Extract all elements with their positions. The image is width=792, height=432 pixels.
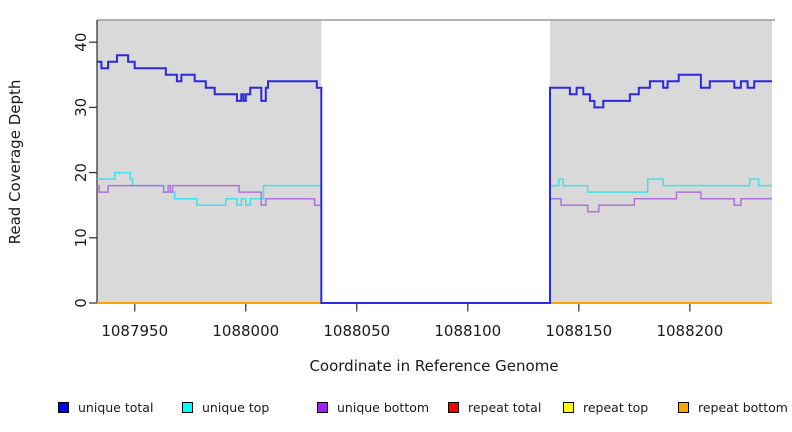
covered-region-right	[549, 20, 772, 303]
x-tick-label: 1088150	[545, 322, 612, 340]
repeat-top-swatch-icon	[563, 401, 574, 413]
y-tick-label: 10	[72, 228, 90, 247]
y-tick-label: 40	[72, 33, 90, 52]
unique-total-swatch-icon	[58, 401, 69, 413]
legend-item-repeat-top: repeat top	[563, 399, 648, 415]
legend-label: repeat top	[583, 399, 649, 415]
x-tick-label: 1087950	[101, 322, 168, 340]
unique-bottom-swatch-icon	[317, 401, 328, 413]
legend-item-unique-total: unique total	[58, 399, 153, 415]
y-tick-label: 30	[72, 98, 90, 117]
chart-legend: unique total unique top unique bottom re…	[0, 399, 792, 419]
coverage-chart: 1087950 1088000 1088050 1088100 1088150 10882…	[6, 19, 775, 375]
series-unique-total	[97, 54, 772, 304]
legend-item-repeat-bottom: repeat bottom	[678, 399, 788, 415]
legend-label: repeat bottom	[698, 399, 788, 415]
y-tick-label: 20	[72, 163, 90, 182]
covered-region-left	[97, 20, 322, 303]
x-tick-label: 1088200	[656, 322, 723, 340]
series-unique-bottom	[97, 184, 772, 304]
unique-top-swatch-icon	[182, 401, 193, 413]
y-tick-label: 0	[72, 298, 90, 308]
legend-item-unique-top: unique top	[182, 399, 269, 415]
legend-label: repeat total	[468, 399, 542, 415]
legend-label: unique total	[78, 399, 154, 415]
legend-label: unique bottom	[337, 399, 430, 415]
x-tick-label: 1088100	[434, 322, 501, 340]
legend-item-repeat-total: repeat total	[448, 399, 541, 415]
legend-item-unique-bottom: unique bottom	[317, 399, 429, 415]
repeat-bottom-swatch-icon	[678, 401, 689, 413]
legend-label: unique top	[202, 399, 270, 415]
chart-generated-layer: 1087950 1088000 1088050 1088100 1088150 10882…	[72, 19, 775, 340]
x-tick-label: 1088000	[212, 322, 279, 340]
repeat-total-swatch-icon	[448, 401, 459, 413]
y-axis-title: Read Coverage Depth	[6, 80, 24, 245]
x-tick-label: 1088050	[323, 322, 390, 340]
x-axis-title: Coordinate in Reference Genome	[309, 357, 558, 375]
